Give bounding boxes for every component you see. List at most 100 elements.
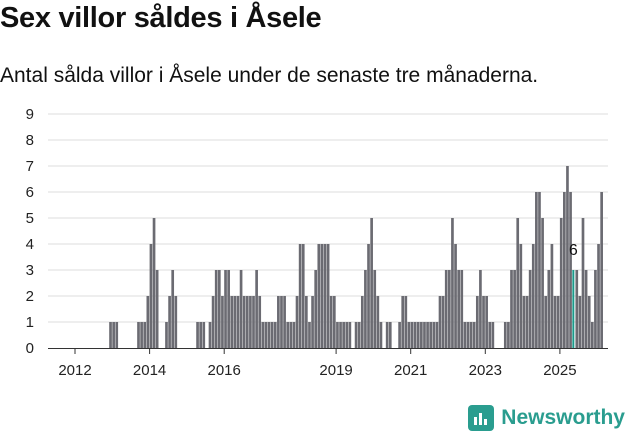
highlight-value-label: 6 xyxy=(569,242,578,259)
brand-name: Newsworthy xyxy=(501,406,625,429)
x-tick-label: 2012 xyxy=(58,362,91,379)
bar xyxy=(479,270,482,348)
bar xyxy=(454,244,457,348)
bar xyxy=(556,296,560,348)
bar xyxy=(364,270,367,348)
bar xyxy=(305,296,308,348)
bar xyxy=(578,296,582,348)
bar xyxy=(342,322,345,348)
bar xyxy=(404,296,408,348)
bar xyxy=(360,296,364,348)
y-tick-label: 3 xyxy=(26,262,34,279)
x-tick-label: 2025 xyxy=(543,362,576,379)
bar xyxy=(112,322,115,348)
bar xyxy=(435,322,439,348)
bar xyxy=(326,244,330,348)
bar xyxy=(469,322,473,348)
bar xyxy=(472,322,476,348)
bar xyxy=(550,244,554,348)
bar xyxy=(587,296,591,348)
bar xyxy=(314,270,318,348)
bar xyxy=(308,322,311,348)
bar xyxy=(292,322,296,348)
bar xyxy=(137,322,140,348)
bar xyxy=(211,296,215,348)
bar xyxy=(441,296,445,348)
bar xyxy=(388,322,392,348)
bar xyxy=(510,270,513,348)
bar xyxy=(376,296,380,348)
bar xyxy=(503,322,507,348)
y-tick-label: 2 xyxy=(26,288,34,305)
bar xyxy=(410,322,414,348)
bar xyxy=(544,296,548,348)
bar xyxy=(463,322,467,348)
bar xyxy=(348,322,352,348)
x-tick-label: 2023 xyxy=(469,362,502,379)
bar xyxy=(547,270,551,348)
y-tick-label: 5 xyxy=(26,210,34,227)
bar xyxy=(491,322,495,348)
y-tick-label: 9 xyxy=(26,106,34,123)
bar xyxy=(432,322,436,348)
bar xyxy=(280,296,283,348)
bar xyxy=(255,270,258,348)
bar xyxy=(566,166,569,348)
bar xyxy=(140,322,143,348)
bar xyxy=(277,296,280,348)
bar xyxy=(416,322,420,348)
bar xyxy=(522,296,526,348)
bar xyxy=(525,296,529,348)
bar xyxy=(224,270,227,348)
bar xyxy=(488,322,492,348)
bar xyxy=(146,296,150,348)
bar-chart: 0 1 2 3 4 5 6 7 8 9 6 2012 2014 2016 2019 2021 2023 2025 xyxy=(26,106,608,379)
y-tick-label: 1 xyxy=(26,314,34,331)
bar xyxy=(270,322,274,348)
bar xyxy=(482,296,485,348)
bar xyxy=(563,192,566,348)
x-tick-label: 2019 xyxy=(319,362,352,379)
bar xyxy=(541,218,544,348)
x-tick-label: 2021 xyxy=(394,362,427,379)
bar xyxy=(448,270,451,348)
y-tick-label: 6 xyxy=(26,184,34,201)
bar xyxy=(451,218,454,348)
bar xyxy=(267,322,271,348)
bar xyxy=(202,322,206,348)
bar xyxy=(367,244,370,348)
bar xyxy=(295,296,299,348)
bar xyxy=(236,296,240,348)
bar xyxy=(283,296,286,348)
bar xyxy=(152,218,156,348)
bar xyxy=(379,322,383,348)
brand-logo: Newsworthy xyxy=(468,403,625,433)
bar xyxy=(317,244,321,348)
y-tick-label: 7 xyxy=(26,158,34,175)
bar xyxy=(264,322,268,348)
bar xyxy=(357,322,361,348)
bar xyxy=(538,192,541,348)
bar xyxy=(407,322,411,348)
bar xyxy=(553,296,557,348)
x-tick-label: 2014 xyxy=(133,362,166,379)
bar xyxy=(115,322,119,348)
bar xyxy=(457,270,460,348)
bar xyxy=(261,322,265,348)
bar xyxy=(531,244,535,348)
bar xyxy=(584,270,588,348)
bar xyxy=(332,296,336,348)
bar xyxy=(168,296,171,348)
bar xyxy=(475,296,479,348)
bar-chart-logo-icon xyxy=(468,405,495,431)
bar xyxy=(594,270,597,348)
bar xyxy=(485,296,488,348)
bar xyxy=(289,322,293,348)
bar xyxy=(600,192,603,348)
bar xyxy=(221,296,224,348)
bar xyxy=(597,244,600,348)
bar xyxy=(196,322,199,348)
bar xyxy=(345,322,349,348)
bar xyxy=(401,296,405,348)
bar xyxy=(370,218,373,348)
